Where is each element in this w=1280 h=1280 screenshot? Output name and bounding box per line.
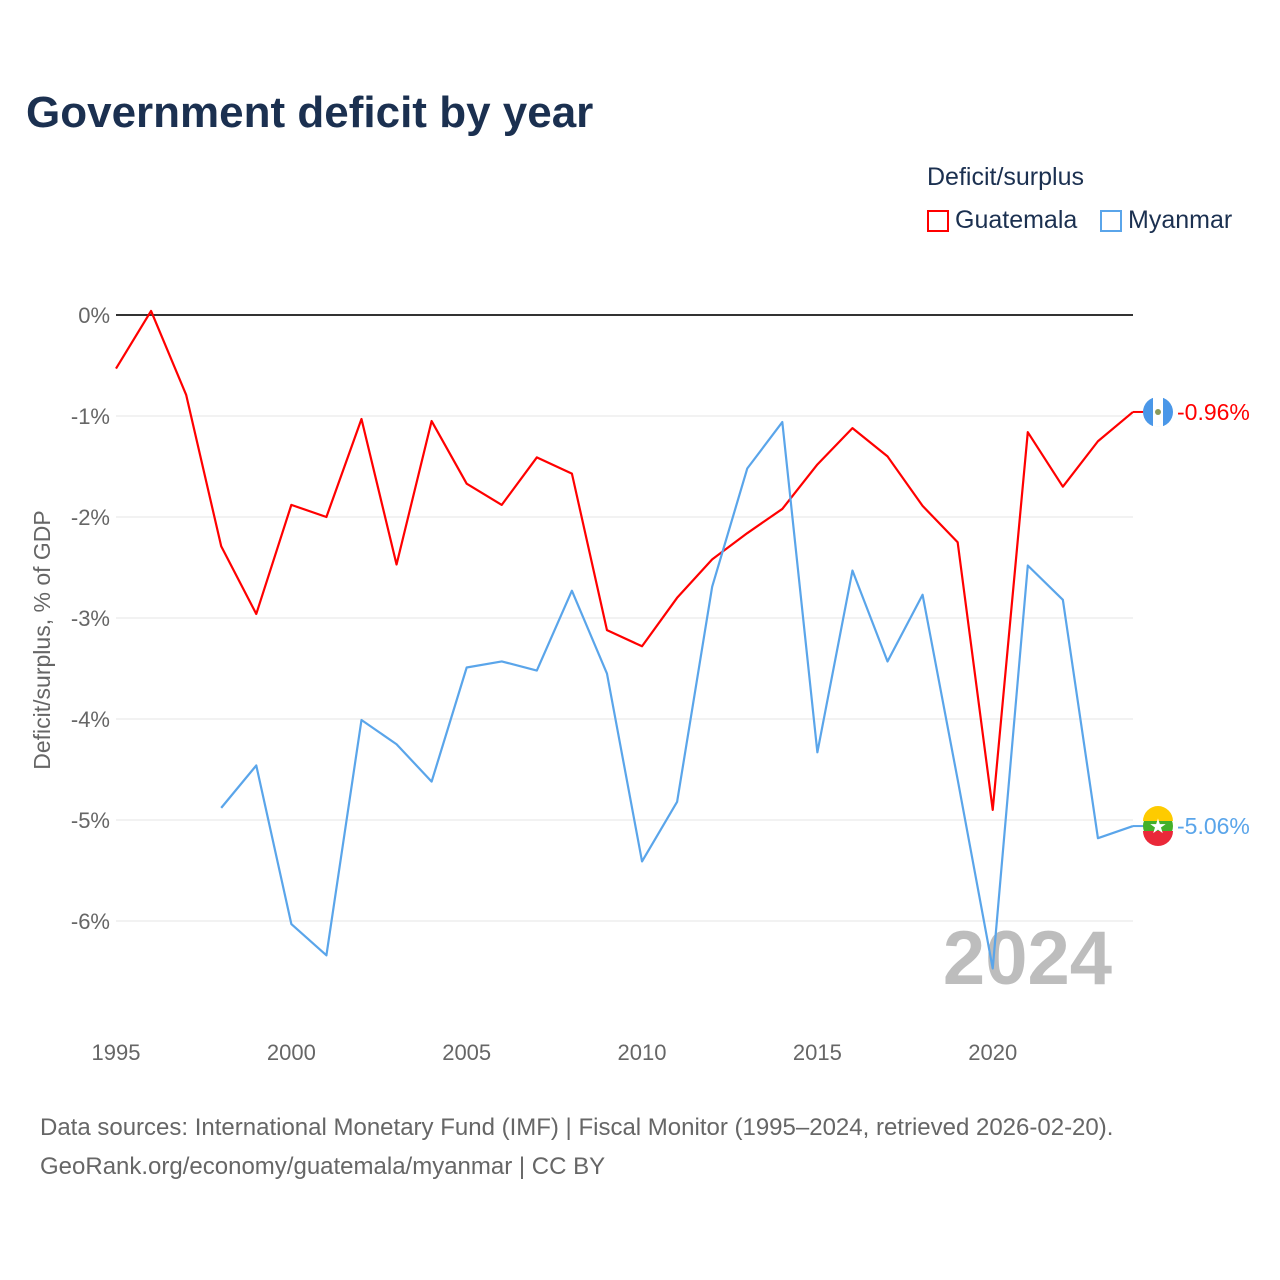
guatemala-flag-icon <box>1155 408 1161 415</box>
y-tick-label: -1% <box>71 404 110 429</box>
end-value-label: -0.96% <box>1177 399 1250 425</box>
legend-swatch <box>1100 209 1122 232</box>
legend-title: Deficit/surplus <box>927 163 1084 191</box>
myanmar-flag-icon: ★ <box>1149 816 1167 838</box>
legend-item-myanmar[interactable]: Myanmar <box>1100 206 1232 235</box>
y-axis-label: Deficit/surplus, % of GDP <box>29 510 55 769</box>
y-tick-label: -4% <box>71 707 110 732</box>
year-watermark: 2024 <box>943 916 1112 1001</box>
series-line-myanmar <box>220 420 1134 970</box>
chart-title: Government deficit by year <box>26 88 594 137</box>
y-tick-label: -5% <box>71 808 110 833</box>
x-tick-label: 2010 <box>618 1040 667 1065</box>
legend-label: Myanmar <box>1128 206 1233 234</box>
myanmar-flag-icon <box>1143 831 1173 847</box>
x-tick-label: 1995 <box>92 1040 141 1065</box>
x-tick-label: 2005 <box>442 1040 491 1065</box>
x-tick-label: 2020 <box>968 1040 1017 1065</box>
myanmar-flag-icon <box>1143 806 1173 822</box>
legend-swatch <box>927 209 949 232</box>
y-tick-label: -2% <box>71 505 110 530</box>
x-tick-label: 2000 <box>267 1040 316 1065</box>
end-value-label: -5.06% <box>1177 813 1250 839</box>
legend-label: Guatemala <box>955 206 1078 234</box>
footer-link[interactable]: GeoRank.org/economy/guatemala/myanmar | … <box>40 1153 606 1180</box>
footer: Data sources: International Monetary Fun… <box>40 1108 1113 1186</box>
line-chart: 2024 0% -1% -2% -3% -4% -5% -6% 1995 2000 2005 2010… <box>29 303 1250 1065</box>
footer-sources: Data sources: International Monetary Fun… <box>40 1114 1114 1141</box>
x-tick-label: 2015 <box>793 1040 842 1065</box>
y-tick-label: 0% <box>78 303 110 328</box>
y-tick-label: -6% <box>71 909 110 934</box>
series-line-guatemala <box>115 309 1134 812</box>
y-tick-label: -3% <box>71 606 110 631</box>
legend-item-guatemala[interactable]: Guatemala <box>927 206 1077 235</box>
